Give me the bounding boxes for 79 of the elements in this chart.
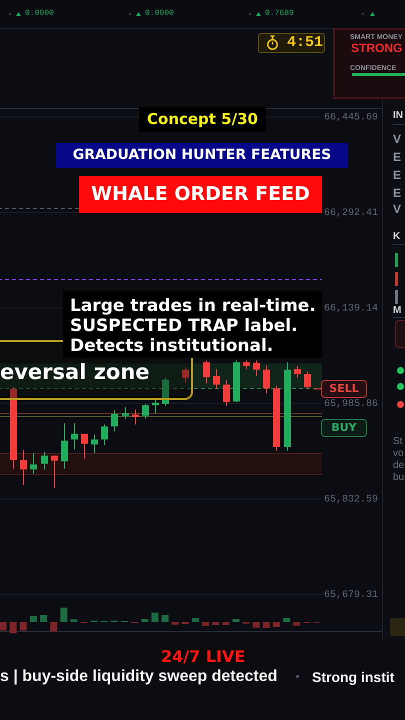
- text: vo: [393, 448, 404, 460]
- text: Strong instit: [312, 668, 394, 686]
- y-tick-label: 66,445.69: [324, 112, 378, 124]
- bar: [283, 618, 290, 622]
- annotation: Large trades in real-time.: [70, 296, 316, 316]
- bar: [0, 622, 7, 631]
- candlestick: [111, 410, 118, 432]
- bar: [70, 619, 78, 622]
- bar: [172, 622, 179, 625]
- button: BUY: [321, 419, 367, 437]
- text: GRADUATION HUNTER FEATURES: [56, 143, 348, 168]
- candlestick: [122, 406, 129, 420]
- bar: [50, 622, 58, 632]
- candlestick: [41, 451, 48, 470]
- bar: [252, 622, 260, 628]
- bar: [151, 612, 158, 622]
- y-tick-label: 65,679.31: [324, 590, 378, 602]
- y-tick-label: 66,139.14: [324, 304, 378, 315]
- candlestick: [223, 380, 230, 406]
- bar: [10, 622, 17, 634]
- text: St: [393, 436, 402, 448]
- text: de: [393, 460, 404, 472]
- text: 0.0000: [145, 9, 174, 19]
- candlestick: [182, 366, 189, 384]
- button: SELL: [321, 380, 367, 398]
- bar: [293, 622, 300, 626]
- text: s | buy-side liquidity sweep detected: [0, 668, 278, 686]
- text: 4:51: [287, 34, 324, 52]
- candlestick: [20, 450, 27, 486]
- bar: [222, 622, 230, 625]
- annotation: Detects institutional.: [70, 336, 274, 356]
- text: bu: [393, 472, 404, 484]
- candlestick: [81, 433, 88, 460]
- bar: [232, 619, 240, 622]
- candlestick: [30, 452, 37, 474]
- text: E: [393, 186, 402, 200]
- candlestick: [51, 455, 58, 489]
- bar: [262, 622, 270, 628]
- bar: [30, 616, 37, 622]
- candlestick: [101, 424, 108, 446]
- text: V: [393, 202, 402, 216]
- bar: [212, 622, 220, 625]
- candlestick: [61, 422, 68, 470]
- candlestick: [152, 398, 159, 414]
- text: M: [393, 305, 402, 317]
- candlestick: [91, 434, 98, 454]
- candlestick: [304, 371, 311, 389]
- text: E: [393, 150, 402, 164]
- bar: [60, 608, 68, 622]
- bar: [202, 622, 210, 626]
- text: K: [393, 231, 400, 243]
- y-tick-label: 65,985.86: [324, 399, 378, 410]
- candlestick: [263, 364, 270, 394]
- text: 0.0000: [25, 9, 54, 19]
- candlestick: [253, 360, 260, 376]
- text: STRONG: [351, 41, 402, 56]
- bar: [40, 615, 48, 622]
- bar: [162, 615, 169, 622]
- candlestick: [71, 422, 78, 450]
- bar: [192, 618, 199, 622]
- candlestick: [203, 360, 210, 384]
- bar: [141, 619, 148, 622]
- text: E: [393, 168, 402, 182]
- text: 0.7689: [265, 9, 294, 19]
- y-tick-label: 65,832.59: [324, 494, 378, 506]
- text: 24/7 LIVE: [158, 647, 248, 666]
- annotation: SUSPECTED TRAP label.: [70, 316, 298, 336]
- text: V: [393, 132, 402, 146]
- candlestick: [294, 365, 301, 378]
- bar: [20, 622, 27, 631]
- bar: [272, 622, 280, 627]
- candlestick: [142, 403, 149, 420]
- chart-title: Concept 5/30: [139, 107, 266, 132]
- candlestick: [213, 368, 220, 390]
- annotation: WHALE ORDER FEED: [79, 176, 322, 213]
- candlestick: [132, 409, 139, 426]
- y-tick-label: 66,292.41: [324, 208, 378, 220]
- annotation: eversal zone: [0, 360, 150, 384]
- text: IN: [393, 110, 403, 122]
